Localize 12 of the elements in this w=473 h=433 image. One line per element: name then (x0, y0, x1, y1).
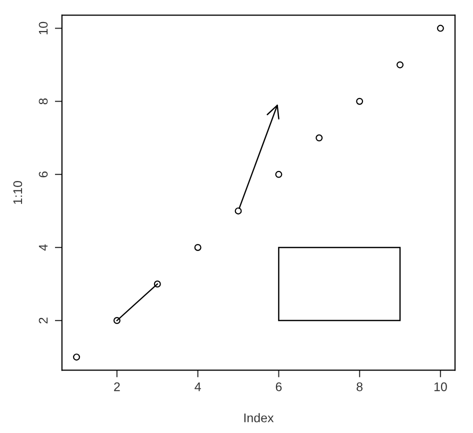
y-tick-label: 8 (38, 98, 48, 104)
x-tick-label: 10 (434, 382, 447, 392)
y-tick-label: 10 (38, 22, 48, 34)
x-tick-label: 6 (276, 382, 282, 392)
x-tick-label: 8 (356, 382, 363, 392)
x-tick-label: 4 (194, 382, 201, 392)
y-tick-label: 2 (38, 318, 48, 324)
x-tick-label: 2 (114, 382, 120, 392)
y-tick-label: 4 (38, 244, 48, 251)
x-axis-title: Index (244, 413, 274, 422)
y-axis-title: 1:10 (13, 181, 22, 204)
y-tick-label: 6 (38, 171, 48, 178)
